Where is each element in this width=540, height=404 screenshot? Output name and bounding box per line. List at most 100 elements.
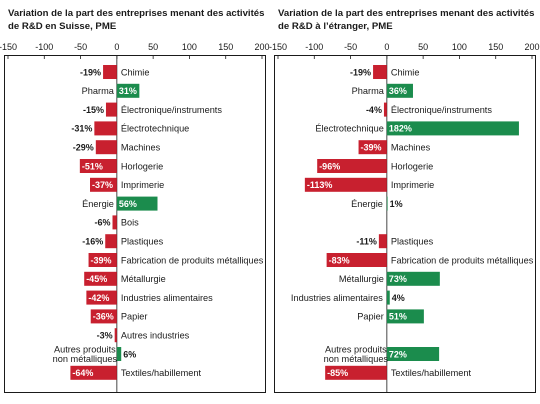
data-label: 1%: [390, 199, 403, 209]
data-label: 4%: [392, 293, 405, 303]
category-label: Industries alimentaires: [291, 293, 383, 303]
data-label: -85%: [327, 368, 348, 378]
category-label: Fabrication de produits métalliques: [391, 255, 534, 265]
data-label: -29%: [73, 143, 94, 153]
category-label: Énergie: [351, 199, 383, 209]
bar: [317, 159, 387, 173]
data-label: 73%: [389, 274, 407, 284]
x-tick-label: 200: [524, 42, 539, 52]
bar: [90, 309, 117, 324]
data-label: -3%: [97, 331, 113, 341]
category-label: Horlogerie: [121, 161, 163, 171]
data-label: -6%: [94, 218, 110, 228]
data-label: 31%: [119, 86, 137, 96]
category-label: Métallurgie: [121, 274, 166, 284]
category-label: Fabrication de produits métalliques: [121, 255, 264, 265]
bar: [105, 234, 117, 249]
bar: [373, 65, 387, 79]
category-label: Textiles/habillement: [121, 368, 202, 378]
x-tick-label: 0: [114, 42, 119, 52]
category-label: Autres industries: [121, 331, 190, 341]
category-label: Plastiques: [121, 237, 164, 247]
data-label: -39%: [361, 143, 382, 153]
category-label: Papier: [357, 312, 384, 322]
data-label: -113%: [307, 180, 333, 190]
bar: [116, 83, 140, 98]
category-label: Pharma: [82, 86, 115, 96]
bar: [95, 140, 117, 155]
x-tick-label: 150: [488, 42, 503, 52]
data-label: -42%: [88, 293, 109, 303]
category-label: Chimie: [391, 67, 420, 77]
x-tick-label: -50: [344, 42, 357, 52]
bar: [84, 271, 117, 286]
data-label: -83%: [329, 255, 350, 265]
data-label: 56%: [119, 199, 137, 209]
bar: [304, 177, 387, 192]
bar: [386, 290, 390, 305]
category-label: Horlogerie: [391, 161, 433, 171]
bar: [70, 365, 117, 380]
bar: [386, 309, 424, 324]
x-tick-label: -100: [35, 42, 53, 52]
data-label: -11%: [356, 237, 377, 247]
category-label-line: Autres produits: [325, 345, 387, 355]
category-label: Métallurgie: [339, 274, 384, 284]
data-label: -31%: [71, 124, 92, 134]
x-tick-label: 200: [254, 42, 269, 52]
data-label: 51%: [389, 312, 407, 322]
x-tick-label: 100: [452, 42, 467, 52]
x-tick-label: 50: [148, 42, 158, 52]
bar: [358, 140, 387, 155]
data-label: -39%: [91, 255, 112, 265]
category-label: Électronique/instruments: [121, 105, 223, 115]
data-label: -15%: [83, 105, 104, 115]
category-label: Machines: [121, 143, 161, 153]
bar: [116, 347, 122, 361]
category-label: Chimie: [121, 67, 150, 77]
bar-chart-left: -150 -100 -50 0 50 100 150 200 -19% Chimie 31% Phar…: [0, 42, 270, 393]
bar: [378, 234, 387, 249]
data-label: -4%: [366, 105, 382, 115]
category-label-line: Autres produits: [54, 345, 116, 355]
category-label: Autres produits non métalliques: [324, 345, 389, 365]
bar: [103, 65, 117, 79]
category-label: Électrotechnique: [121, 124, 189, 134]
category-label-line: non métalliques: [53, 354, 118, 364]
chart-title-left: Variation de la part des entreprises men…: [8, 8, 265, 32]
x-tick-label: -50: [74, 42, 87, 52]
category-label: Électrotechnique: [315, 124, 383, 134]
chart-title-right: Variation de la part des entreprises men…: [278, 8, 535, 32]
chart-frame-right: [274, 55, 536, 393]
category-label: Énergie: [82, 199, 114, 209]
bar: [386, 271, 440, 286]
bar-chart-right: -150 -100 -50 0 50 100 150 200 -19% Chimie 36% Phar…: [269, 42, 540, 393]
bar: [386, 347, 440, 361]
data-label: -36%: [93, 312, 114, 322]
bar: [386, 196, 388, 211]
data-label: 36%: [389, 86, 407, 96]
x-tick-label: -150: [269, 42, 287, 52]
bar: [88, 253, 117, 267]
x-tick-label: -100: [305, 42, 323, 52]
data-label: -37%: [92, 180, 113, 190]
data-label: -51%: [82, 161, 103, 171]
category-label: Imprimerie: [391, 180, 434, 190]
x-tick-label: 100: [182, 42, 197, 52]
data-label: -16%: [82, 237, 103, 247]
x-tick-label: 0: [384, 42, 389, 52]
chart-frame-left: [4, 55, 266, 393]
bar: [114, 328, 117, 343]
x-tick-label: 150: [218, 42, 233, 52]
bar: [325, 365, 387, 380]
bar: [90, 177, 117, 192]
chart-panel-right: Variation de la part des entreprises men…: [269, 0, 540, 404]
bar: [386, 121, 519, 136]
category-label: Pharma: [352, 86, 385, 96]
x-tick-label: 50: [418, 42, 428, 52]
data-label: -19%: [80, 67, 101, 77]
bar: [386, 83, 413, 98]
category-label-line: non métalliques: [324, 354, 389, 364]
data-label: -19%: [350, 67, 371, 77]
bar: [94, 121, 117, 136]
